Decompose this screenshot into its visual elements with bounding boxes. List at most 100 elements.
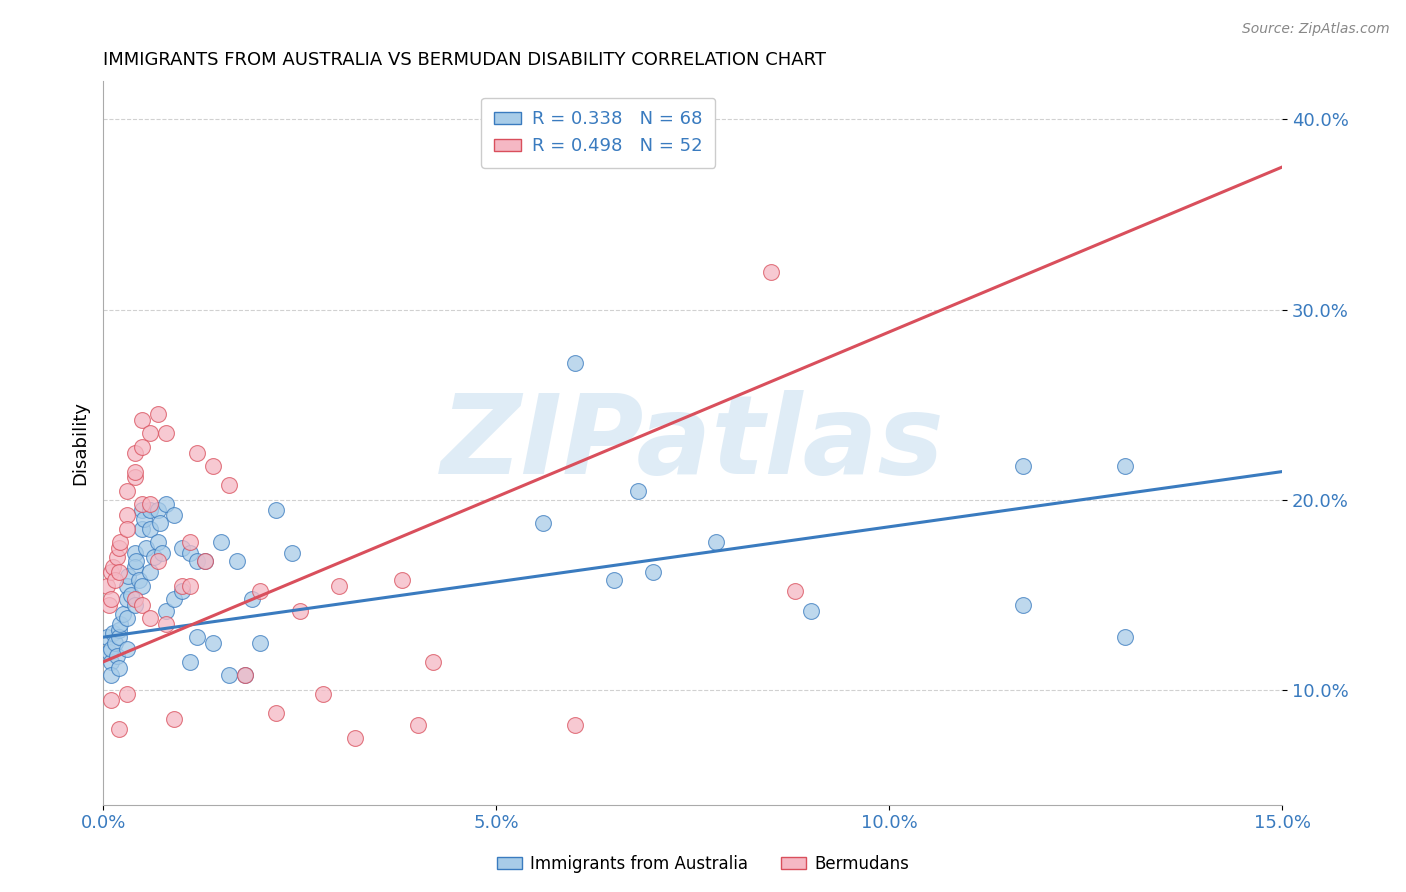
Point [115, 592, 138, 607]
Point [143, 550, 166, 565]
Point [233, 668, 256, 682]
Point [288, 603, 311, 617]
Point [115, 687, 138, 701]
Point [218, 478, 240, 492]
Point [150, 546, 173, 560]
Point [170, 579, 193, 593]
Text: Source: ZipAtlas.com: Source: ZipAtlas.com [1241, 22, 1389, 37]
Point [194, 554, 217, 568]
Point [100, 566, 122, 580]
Point [115, 508, 138, 523]
Point [124, 445, 146, 459]
Point [108, 660, 131, 674]
Point [139, 522, 162, 536]
Point [163, 592, 186, 607]
Point [124, 470, 146, 484]
Point [179, 579, 201, 593]
Point [100, 693, 122, 707]
Point [225, 554, 247, 568]
Point [104, 636, 127, 650]
Point [111, 607, 134, 622]
Point [643, 566, 665, 580]
Point [124, 592, 146, 607]
Point [131, 522, 153, 536]
Point [105, 550, 128, 565]
Legend: R = 0.338   N = 68, R = 0.498   N = 52: R = 0.338 N = 68, R = 0.498 N = 52 [481, 97, 716, 168]
Point [98, 598, 121, 612]
Point [124, 546, 146, 560]
Point [124, 598, 146, 612]
Point [163, 508, 186, 523]
Point [100, 641, 122, 656]
Point [146, 502, 169, 516]
Point [218, 668, 240, 682]
Point [115, 579, 138, 593]
Point [1114, 630, 1136, 644]
Point [564, 717, 586, 731]
Point [233, 668, 256, 682]
Point [131, 579, 153, 593]
Point [155, 497, 177, 511]
Point [186, 630, 208, 644]
Point [120, 588, 142, 602]
Point [149, 516, 172, 530]
Point [101, 626, 124, 640]
Point [104, 573, 127, 587]
Point [115, 522, 138, 536]
Point [117, 569, 139, 583]
Point [131, 413, 153, 427]
Point [115, 641, 138, 656]
Point [128, 573, 150, 587]
Point [110, 535, 132, 549]
Point [603, 573, 626, 587]
Point [131, 440, 153, 454]
Point [170, 584, 193, 599]
Point [155, 603, 177, 617]
Point [704, 535, 727, 549]
Text: ZIPatlas: ZIPatlas [441, 390, 945, 497]
Point [131, 502, 153, 516]
Point [146, 554, 169, 568]
Point [139, 426, 162, 441]
Point [249, 584, 271, 599]
Text: IMMIGRANTS FROM AUSTRALIA VS BERMUDAN DISABILITY CORRELATION CHART: IMMIGRANTS FROM AUSTRALIA VS BERMUDAN DI… [103, 51, 827, 69]
Point [100, 668, 122, 682]
Point [783, 584, 806, 599]
Point [564, 356, 586, 370]
Point [264, 706, 287, 721]
Point [124, 465, 146, 479]
Point [108, 623, 131, 637]
Point [242, 592, 264, 607]
Point [96, 630, 118, 644]
Point [155, 426, 177, 441]
Point [139, 497, 162, 511]
Point [422, 655, 444, 669]
Point [170, 541, 193, 555]
Point [312, 687, 335, 701]
Point [139, 502, 162, 516]
Point [531, 516, 554, 530]
Point [110, 616, 132, 631]
Point [179, 535, 201, 549]
Point [131, 598, 153, 612]
Point [108, 566, 131, 580]
Point [96, 579, 118, 593]
Point [800, 603, 823, 617]
Point [328, 579, 350, 593]
Point [186, 445, 208, 459]
Point [406, 717, 429, 731]
Point [131, 497, 153, 511]
Point [202, 458, 225, 473]
Point [146, 408, 169, 422]
Point [264, 502, 287, 516]
Legend: Immigrants from Australia, Bermudans: Immigrants from Australia, Bermudans [489, 848, 917, 880]
Point [179, 655, 201, 669]
Point [108, 630, 131, 644]
Point [146, 535, 169, 549]
Point [155, 616, 177, 631]
Point [105, 649, 128, 664]
Point [139, 566, 162, 580]
Point [124, 559, 146, 574]
Point [125, 554, 148, 568]
Point [1114, 458, 1136, 473]
